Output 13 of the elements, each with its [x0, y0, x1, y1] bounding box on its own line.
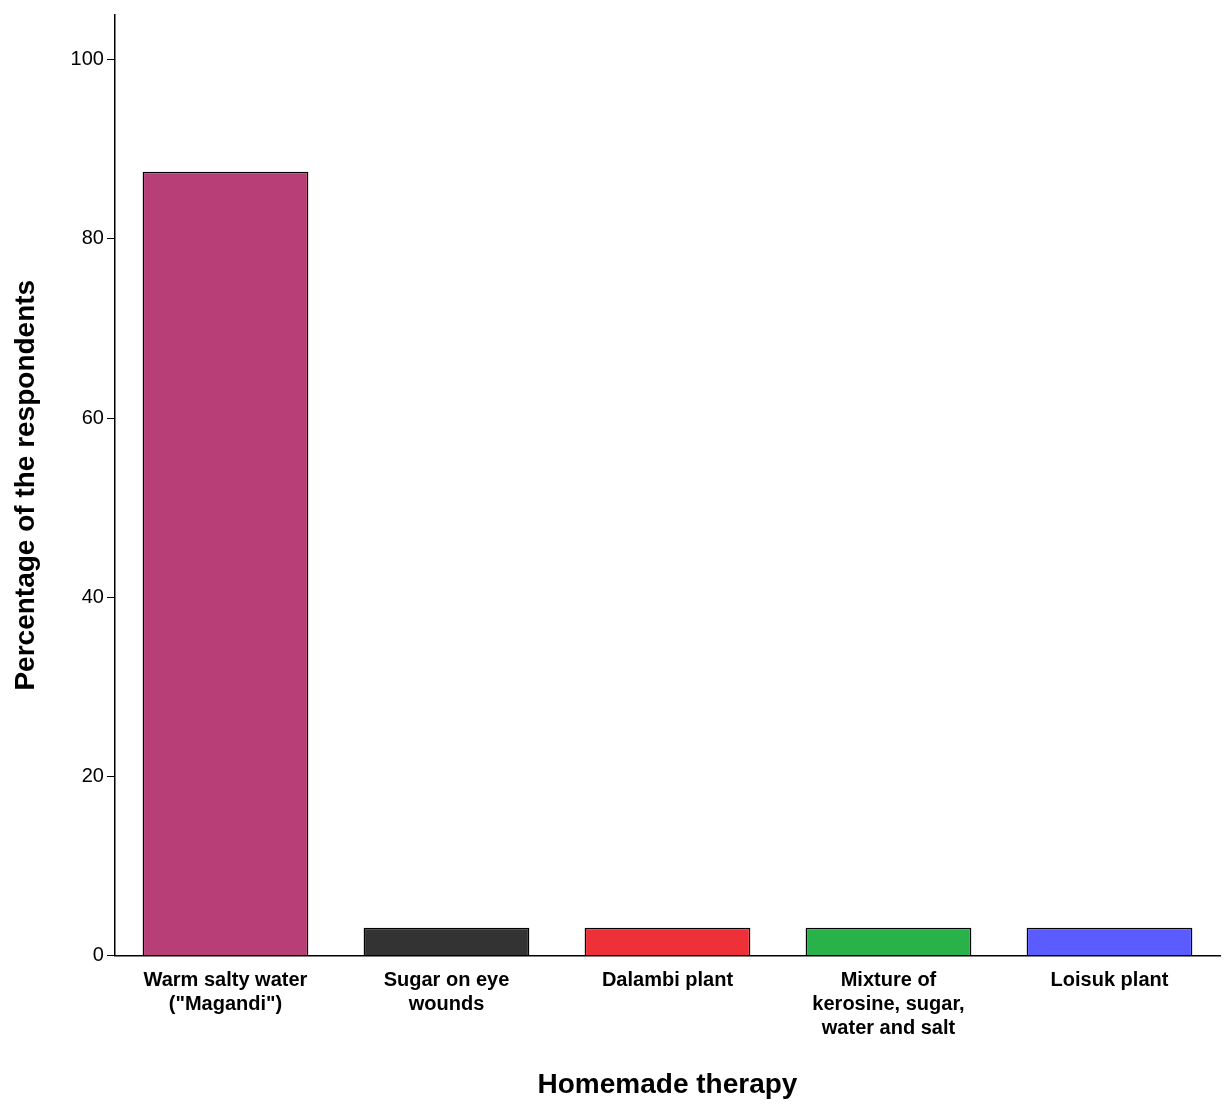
- y-tick-label: 40: [81, 584, 104, 607]
- x-tick-label: Mixture of kerosine, sugar, water and salt: [812, 967, 965, 1038]
- y-axis-title: Percentage of the respondents: [8, 279, 40, 691]
- y-tick-label: 20: [81, 763, 104, 786]
- y-tick-label: 80: [81, 226, 104, 249]
- y-tick-label: 60: [81, 405, 104, 428]
- x-tick-label: Dalambi plant: [601, 967, 734, 990]
- y-tick-label: 100: [70, 47, 104, 70]
- x-tick-label: Sugar on eye wounds: [383, 967, 510, 1014]
- x-tick-label: Warm salty water ("Magandi"): [143, 967, 308, 1014]
- x-tick-label: Loisuk plant: [1050, 967, 1169, 990]
- y-tick-label: 0: [92, 942, 104, 965]
- x-axis-title: Homemade therapy: [537, 1067, 798, 1099]
